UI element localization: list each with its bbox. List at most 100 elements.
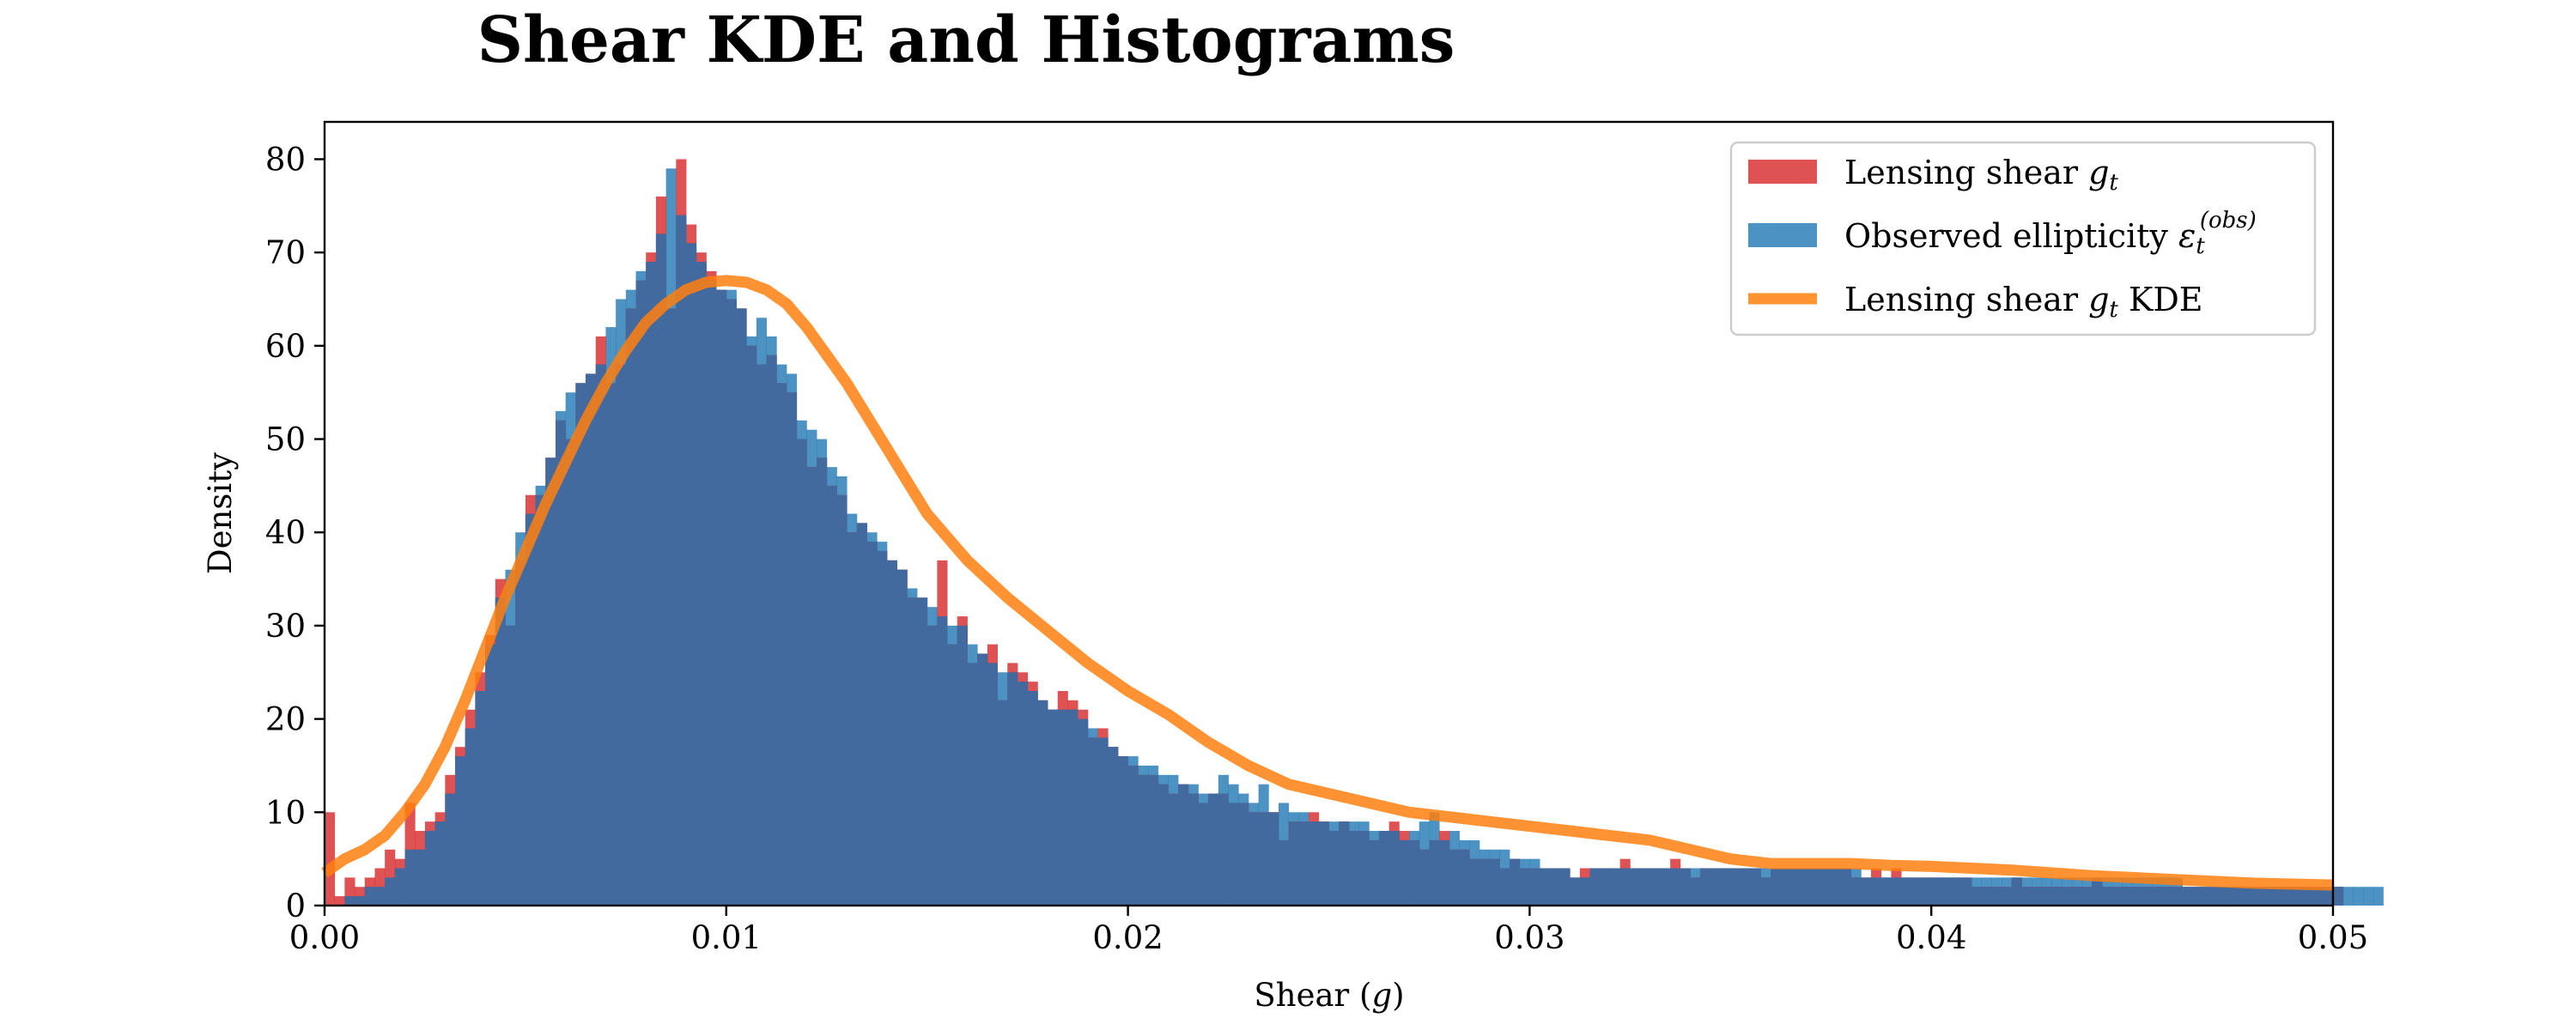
overlap-bar: [2102, 887, 2113, 906]
overlap-bar: [1318, 821, 1329, 906]
overlap-bar: [2333, 887, 2344, 906]
overlap-bar: [1168, 793, 1179, 906]
chart-title: Shear KDE and Histograms: [477, 3, 1455, 77]
x-tick-label: 0.03: [1494, 919, 1564, 956]
overlap-bar: [907, 597, 918, 906]
overlap-bar: [2293, 887, 2304, 906]
overlap-bar: [2142, 887, 2153, 906]
overlap-histogram: [344, 215, 2344, 906]
overlap-bar: [1971, 887, 1983, 906]
overlap-bar: [2252, 887, 2263, 906]
overlap-bar: [1138, 774, 1149, 906]
overlap-bar: [2192, 887, 2203, 906]
overlap-bar: [2212, 887, 2223, 906]
overlap-bar: [856, 523, 867, 906]
overlap-bar: [1097, 737, 1109, 906]
legend-label-observed-ellipticity: Observed ellipticity εt(obs): [1844, 208, 2257, 259]
overlap-bar: [997, 700, 1008, 906]
overlap-bar: [1358, 831, 1370, 906]
overlap-bar: [2071, 887, 2083, 906]
overlap-bar: [605, 383, 617, 906]
overlap-bar: [967, 663, 978, 906]
x-tick-label: 0.05: [2298, 919, 2368, 956]
overlap-bar: [1519, 868, 1530, 906]
overlap-bar: [896, 569, 908, 906]
overlap-bar: [1027, 691, 1038, 906]
overlap-bar: [1630, 868, 1641, 906]
overlap-bar: [1188, 793, 1199, 906]
overlap-bar: [1840, 868, 1852, 906]
overlap-bar: [1017, 682, 1029, 906]
overlap-bar: [1378, 831, 1390, 906]
overlap-bar: [2272, 887, 2283, 906]
plot-area: [321, 159, 2384, 906]
overlap-bar: [1067, 709, 1078, 906]
overlap-bar: [1700, 868, 1711, 906]
overlap-bar: [1891, 877, 1902, 906]
overlap-bar: [826, 485, 837, 906]
y-tick-label: 30: [265, 608, 306, 645]
overlap-bar: [1861, 877, 1872, 906]
overlap-bar: [465, 728, 476, 906]
overlap-bar: [1127, 765, 1139, 906]
overlap-bar: [595, 364, 606, 906]
overlap-bar: [1771, 868, 1782, 906]
overlap-bar: [2162, 887, 2173, 906]
y-tick-label: 60: [265, 328, 306, 365]
overlap-bar: [385, 877, 396, 906]
overlap-bar: [1801, 868, 1812, 906]
overlap-bar: [1649, 868, 1661, 906]
overlap-bar: [555, 420, 567, 906]
overlap-bar: [2182, 887, 2193, 906]
overlap-bar: [1459, 849, 1470, 906]
overlap-bar: [1409, 839, 1420, 906]
overlap-bar: [1640, 868, 1651, 906]
y-axis-ticks: 0 10 20 30 40 50 60 70 80: [265, 141, 325, 924]
overlap-bar: [1579, 877, 1590, 906]
overlap-bar: [1248, 812, 1260, 906]
overlap-bar: [716, 289, 727, 906]
overlap-bar: [1087, 737, 1098, 906]
overlap-bar: [1730, 868, 1741, 906]
overlap-bar: [364, 887, 375, 906]
overlap-bar: [1348, 831, 1359, 906]
overlap-bar: [886, 560, 898, 906]
overlap-bar: [2312, 887, 2324, 906]
overlap-bar: [545, 457, 556, 906]
overlap-bar: [1941, 877, 1952, 906]
overlap-bar: [2263, 887, 2274, 906]
overlap-bar: [726, 299, 737, 906]
overlap-bar: [756, 364, 767, 906]
overlap-bar: [2172, 887, 2183, 906]
overlap-bar: [535, 494, 546, 906]
x-tick-label: 0.04: [1896, 919, 1966, 956]
overlap-bar: [1388, 831, 1400, 906]
overlap-bar: [1600, 868, 1611, 906]
overlap-bar: [1288, 821, 1299, 906]
x-tick-label: 0.01: [691, 919, 762, 956]
overlap-bar: [696, 262, 707, 906]
y-tick-label: 80: [265, 141, 306, 178]
overlap-bar: [1228, 803, 1239, 906]
y-tick-label: 10: [265, 794, 306, 831]
overlap-bar: [1931, 877, 1942, 906]
plot-frame: [323, 120, 2335, 907]
overlap-bar: [2302, 887, 2314, 906]
overlap-bar: [665, 308, 677, 906]
overlap-bar: [515, 560, 526, 906]
overlap-bar: [2011, 877, 2022, 906]
overlap-bar: [1911, 877, 1922, 906]
overlap-bar: [2062, 887, 2073, 906]
overlap-bar: [1710, 868, 1722, 906]
overlap-bar: [1871, 877, 1882, 906]
overlap-bar: [1780, 868, 1791, 906]
overlap-bar: [2323, 887, 2334, 906]
overlap-bar: [1880, 877, 1892, 906]
overlap-bar: [1991, 887, 2002, 906]
x-tick-label: 0.00: [289, 919, 360, 956]
overlap-bar: [806, 467, 817, 906]
overlap-bar: [2041, 887, 2052, 906]
overlap-bar: [1720, 868, 1731, 906]
overlap-bar: [1810, 868, 1821, 906]
